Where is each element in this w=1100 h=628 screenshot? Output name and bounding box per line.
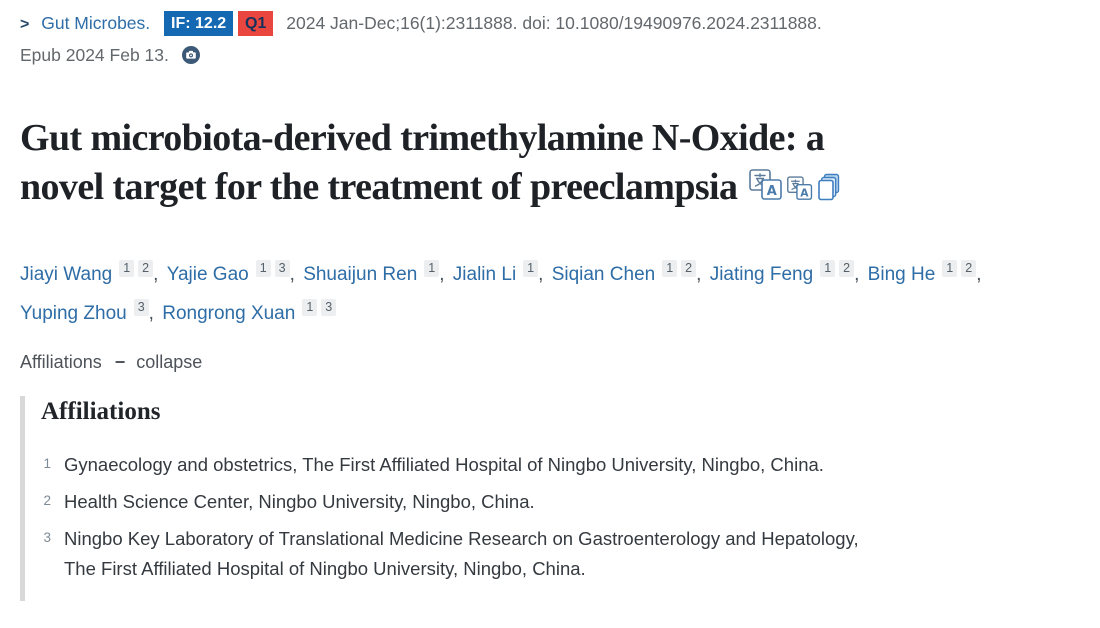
affiliation-sup: 2 [138,259,154,277]
author-separator: , [439,263,450,285]
affiliations-panel: Affiliations 1 Gynaecology and obstetric… [20,395,1080,601]
affiliation-sup: 1 [302,298,318,316]
affiliations-toggle[interactable]: Affiliations − collapse [20,352,1080,373]
citation-block: > Gut Microbes. IF: 12.2 Q1 2024 Jan-Dec… [20,8,1080,74]
quartile-badge: Q1 [238,11,274,36]
journal-link[interactable]: Gut Microbes. [41,13,151,33]
affiliation-sup: 1 [662,259,678,277]
affiliation-item: 2 Health Science Center, Ningbo Universi… [41,487,1080,517]
author: Siqian Chen 1 2, [551,259,710,285]
affiliation-number: 1 [43,455,51,471]
affiliations-toggle-label: Affiliations [20,351,102,372]
affiliation-sup: 3 [133,298,149,316]
author-link[interactable]: Yajie Gao [166,263,249,285]
author-separator: , [696,263,707,285]
svg-text:A: A [801,187,810,200]
author-link[interactable]: Jiating Feng [709,263,814,285]
citation-line-1: > Gut Microbes. IF: 12.2 Q1 2024 Jan-Dec… [20,8,1080,40]
author: Jiating Feng 1 2, [709,259,868,285]
affiliation-text: Health Science Center, Ningbo University… [64,490,535,512]
breadcrumb-chevron-icon: > [20,16,30,33]
affiliation-item: 3 Ningbo Key Laboratory of Translational… [41,524,1080,584]
author-separator: , [976,263,982,285]
author-link[interactable]: Jialin Li [452,263,517,285]
affiliation-sup: 1 [942,259,958,277]
author-separator: , [538,263,549,285]
affiliation-number: 2 [43,492,51,508]
affiliation-text: Gynaecology and obstetrics, The First Af… [64,453,824,475]
camera-icon[interactable] [181,44,201,74]
collapse-minus-icon[interactable]: − [114,351,126,372]
article-title: Gut microbiota-derived trimethylamine N-… [20,114,1080,213]
affiliation-sup: 1 [424,259,440,277]
author: Bing He 1 2, [867,259,985,285]
affiliations-list: 1 Gynaecology and obstetrics, The First … [41,450,1080,584]
epub-date-text: Epub 2024 Feb 13. [20,45,169,65]
authors-list: Jiayi Wang 1 2, Yajie Gao 1 3, Shuaijun Ren 1… [20,255,1078,333]
collapse-label[interactable]: collapse [136,351,203,372]
author-separator: , [289,263,301,285]
author: Shuaijun Ren 1, [303,259,453,285]
affiliation-sup: 2 [961,259,977,277]
author: Jialin Li 1, [452,259,552,285]
author-link[interactable]: Siqian Chen [551,263,656,285]
author-link[interactable]: Shuaijun Ren [303,263,418,285]
title-action-icons: A A [745,166,841,208]
translate-icon-small[interactable]: A [787,176,813,201]
author-link[interactable]: Yuping Zhou [20,302,127,324]
copy-pages-icon[interactable] [817,173,841,201]
affiliation-sup: 1 [119,259,135,277]
affiliation-sup: 1 [523,259,539,277]
author-link[interactable]: Jiayi Wang [20,263,113,285]
svg-text:A: A [767,184,777,199]
citation-text: 2024 Jan-Dec;16(1):2311888. doi: 10.1080… [286,13,822,33]
affiliation-number: 3 [43,529,51,545]
author: Yuping Zhou 3, [20,298,162,324]
author-link[interactable]: Bing He [867,263,936,285]
affiliation-sup: 3 [274,259,290,277]
affiliation-sup: 2 [839,259,855,277]
affiliation-sup: 1 [255,259,271,277]
article-title-line1: Gut microbiota-derived trimethylamine N-… [20,117,825,159]
article-page: > Gut Microbes. IF: 12.2 Q1 2024 Jan-Dec… [20,8,1080,601]
translate-icon[interactable]: A [749,169,783,201]
author-link[interactable]: Rongrong Xuan [162,302,296,324]
author: Yajie Gao 1 3, [166,259,304,285]
affiliations-heading: Affiliations [41,397,161,425]
affiliation-sup: 3 [321,298,337,316]
impact-factor-badge: IF: 12.2 [164,11,234,36]
article-title-line2: novel target for the treatment of preecl… [20,166,738,209]
author: Jiayi Wang 1 2, [20,259,167,285]
author-separator: , [854,263,865,285]
citation-line-2: Epub 2024 Feb 13. [20,40,1080,74]
affiliation-sup: 1 [820,259,836,277]
author-separator: , [148,302,160,324]
affiliation-sup: 2 [681,259,697,277]
affiliation-item: 1 Gynaecology and obstetrics, The First … [41,450,1080,480]
author: Rongrong Xuan 1 3 [162,298,339,324]
affiliation-text: Ningbo Key Laboratory of Translational M… [64,527,859,579]
author-separator: , [153,263,164,285]
